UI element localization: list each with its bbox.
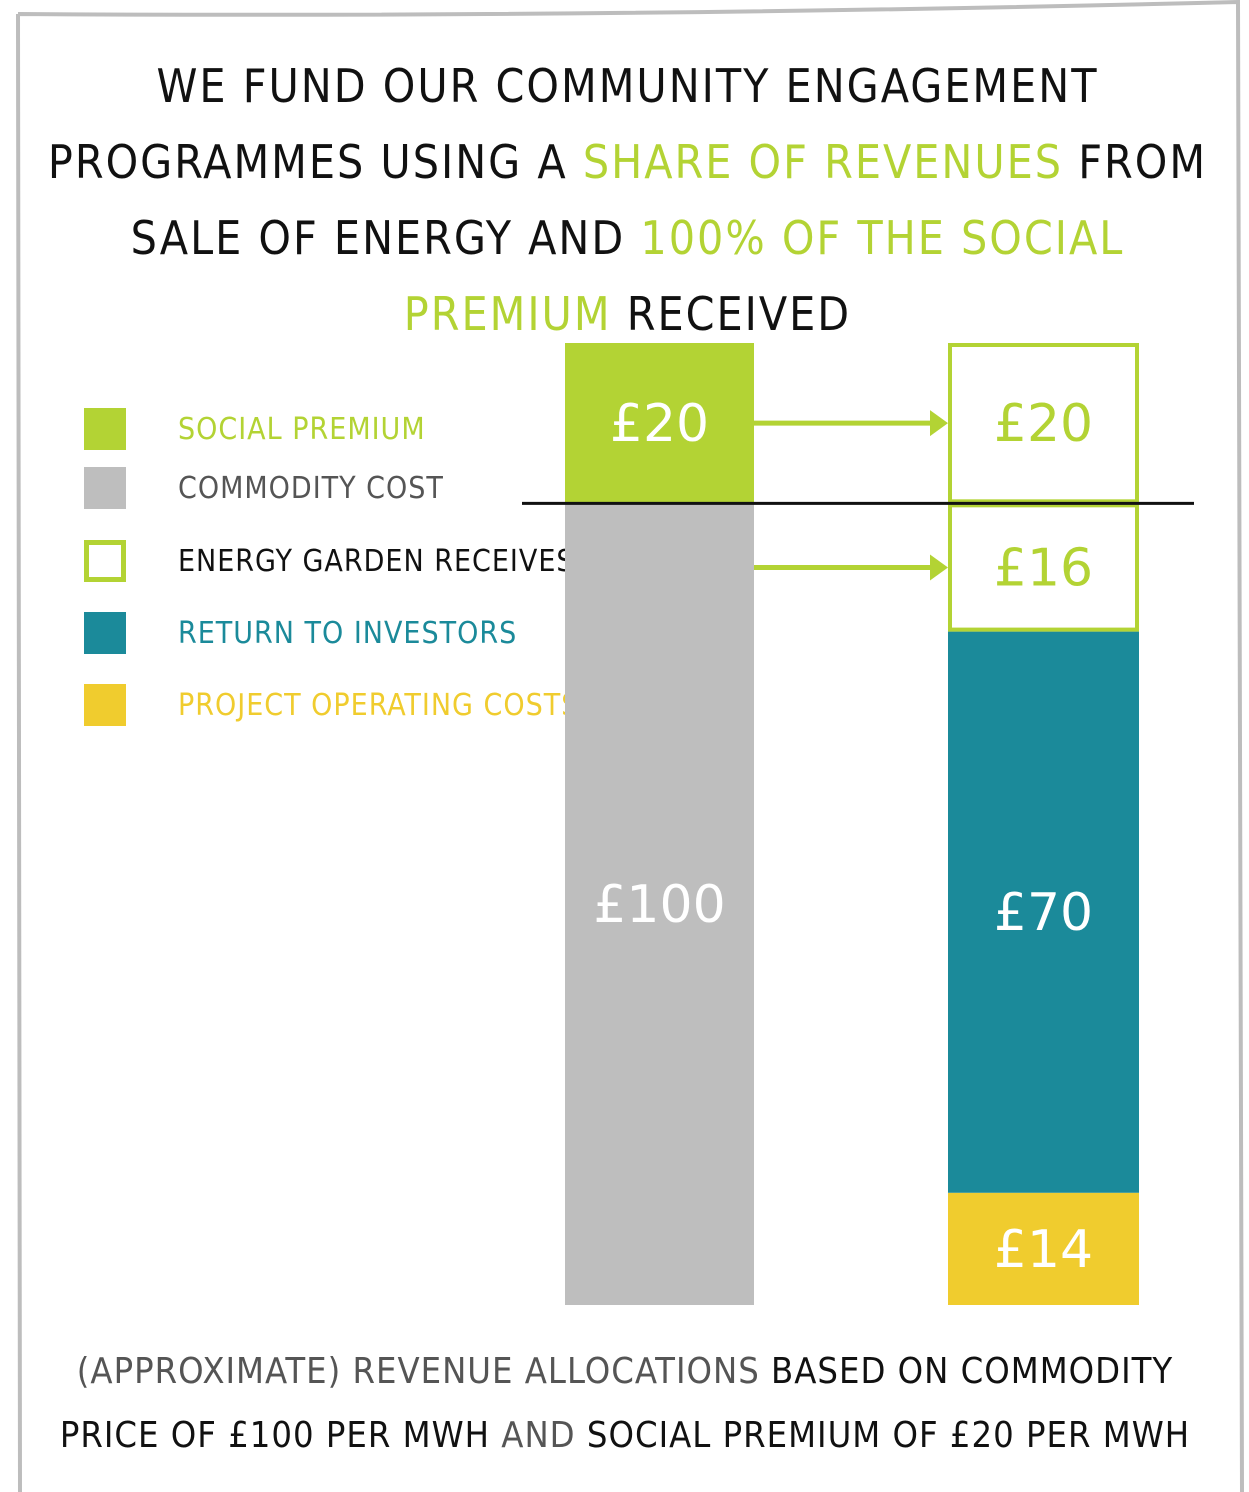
bar-segment: [565, 503, 754, 1305]
headline-highlight: SHARE OF REVENUES: [582, 135, 1064, 189]
legend-swatch: [84, 467, 126, 509]
footnote-part: SOCIAL PREMIUM OF £20 PER MWH: [575, 1415, 1191, 1456]
headline-part: WE FUND OUR COMMUNITY ENGAGEMENT PROGRAM…: [47, 59, 1114, 189]
data-label: £20: [610, 394, 709, 454]
legend-label: COMMODITY COST: [178, 471, 444, 506]
footnote: (APPROXIMATE) REVENUE ALLOCATIONS BASED …: [40, 1340, 1210, 1468]
legend-label: PROJECT OPERATING COSTS: [178, 688, 580, 723]
legend-swatch: [84, 612, 126, 654]
data-label: £14: [994, 1220, 1093, 1280]
headline-part: FROM SALE OF ENERGY AND: [130, 135, 1223, 265]
data-label: £100: [593, 875, 725, 935]
footnote-part: (APPROXIMATE) REVENUE ALLOCATIONS: [76, 1351, 760, 1392]
bar-segment: [948, 503, 1139, 632]
data-label: £70: [994, 883, 1093, 943]
arrow-head: [930, 410, 948, 437]
arrow-head: [930, 554, 948, 581]
headline-highlight: 100% OF THE SOCIAL PREMIUM: [403, 211, 1140, 341]
footnote-part: AND: [490, 1415, 576, 1456]
headline-part: RECEIVED: [611, 287, 852, 341]
bar-segment: [948, 631, 1139, 1193]
legend-swatch: [84, 408, 126, 450]
bar-segment: [948, 343, 1139, 504]
legend-label: ENERGY GARDEN RECEIVES: [178, 544, 575, 579]
legend-swatch: [84, 684, 126, 726]
headline: WE FUND OUR COMMUNITY ENGAGEMENT PROGRAM…: [20, 48, 1235, 352]
footnote-part: BASED ON COMMODITY PRICE OF £100 PER MWH: [59, 1351, 1185, 1456]
legend-label: RETURN TO INVESTORS: [178, 616, 518, 651]
bar-segment: [565, 343, 754, 504]
legend-swatch: [84, 540, 126, 582]
legend-label: SOCIAL PREMIUM: [178, 412, 426, 447]
data-label: £20: [994, 394, 1093, 454]
bar-segment: [948, 1192, 1139, 1305]
data-label: £16: [994, 538, 1093, 598]
